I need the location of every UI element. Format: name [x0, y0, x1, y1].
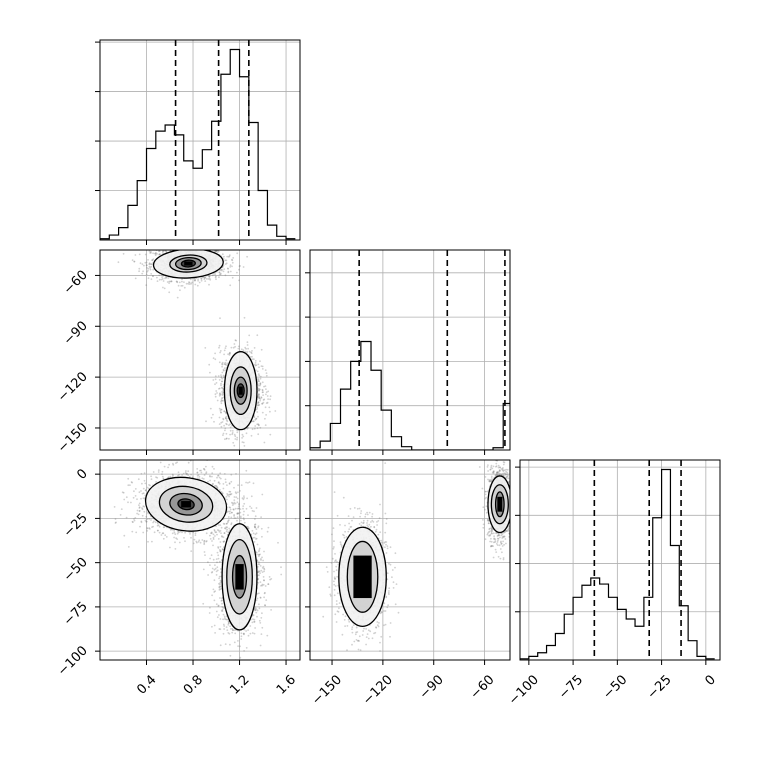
density-peak	[181, 501, 191, 508]
contour-line	[233, 376, 248, 405]
panel-border	[99, 39, 301, 241]
histogram-panel-2: −100 −75 −50 −25 0	[506, 459, 721, 708]
contour-line	[231, 554, 248, 599]
panel-border	[309, 249, 511, 451]
contours	[338, 475, 510, 628]
contour-line	[174, 256, 202, 271]
histogram-line	[310, 316, 510, 450]
x-tick-label: −50	[600, 672, 630, 702]
histogram-line	[520, 468, 715, 660]
x-tick-label: −75	[556, 672, 586, 702]
contour-line	[169, 492, 203, 516]
histogram-panel-0	[95, 39, 301, 245]
contour-line	[177, 498, 195, 511]
contour-line	[152, 250, 224, 279]
contour-line	[226, 538, 253, 615]
panel-border	[99, 459, 301, 661]
x-tick-label: −90	[417, 672, 447, 702]
x-tick-label: −120	[360, 672, 396, 708]
contour-line	[229, 366, 252, 416]
scatter-panel-1-2: −150 −120 −90 −60	[305, 459, 511, 708]
x-tick-label: 0.8	[181, 672, 206, 697]
density-peak	[353, 555, 372, 599]
histogram-line	[100, 48, 296, 240]
contour-line	[490, 484, 509, 525]
density-peak	[497, 496, 503, 512]
y-tick-label: −120	[55, 369, 91, 405]
contours	[144, 476, 258, 631]
density-peak	[184, 261, 193, 266]
contour-line	[180, 259, 196, 268]
contour-line	[158, 485, 214, 523]
contour-line	[223, 351, 258, 431]
x-tick-label: −150	[309, 672, 345, 708]
panel-border	[99, 249, 301, 451]
x-tick-label: 0	[702, 672, 718, 688]
panel-border	[309, 459, 511, 661]
y-tick-label: −60	[61, 268, 91, 298]
contour-line	[144, 476, 228, 532]
contour-line	[169, 254, 208, 273]
panel-border	[519, 459, 721, 661]
x-tick-label: −25	[645, 672, 675, 702]
y-tick-label: 0	[74, 466, 90, 482]
scatter-panel-0-2: 0.4 0.8 1.2 1.6 −100 −75 −50 −25 0	[55, 459, 301, 698]
x-tick-label: 1.6	[274, 672, 299, 697]
contour-line	[338, 526, 387, 628]
x-tick-label: −60	[468, 672, 498, 702]
contour-line	[494, 491, 505, 518]
contour-line	[236, 383, 245, 399]
scatter-panel-0-1: −150 −120 −90 −60	[55, 249, 301, 456]
x-tick-label: 1.2	[227, 672, 252, 697]
y-tick-label: −50	[61, 555, 91, 585]
density-peak	[238, 386, 243, 395]
contour-line	[346, 540, 379, 613]
x-tick-label: 0.4	[134, 672, 159, 697]
y-tick-label: −150	[55, 420, 91, 456]
y-tick-label: −25	[61, 511, 91, 541]
y-tick-label: −100	[55, 643, 91, 679]
x-tick-label: −100	[506, 672, 542, 708]
contour-line	[487, 475, 510, 534]
contour-line	[221, 523, 258, 631]
y-tick-label: −90	[61, 318, 91, 348]
y-tick-label: −75	[61, 599, 91, 629]
contours	[152, 250, 258, 431]
histogram-panel-1	[305, 249, 511, 455]
density-peak	[235, 564, 244, 590]
